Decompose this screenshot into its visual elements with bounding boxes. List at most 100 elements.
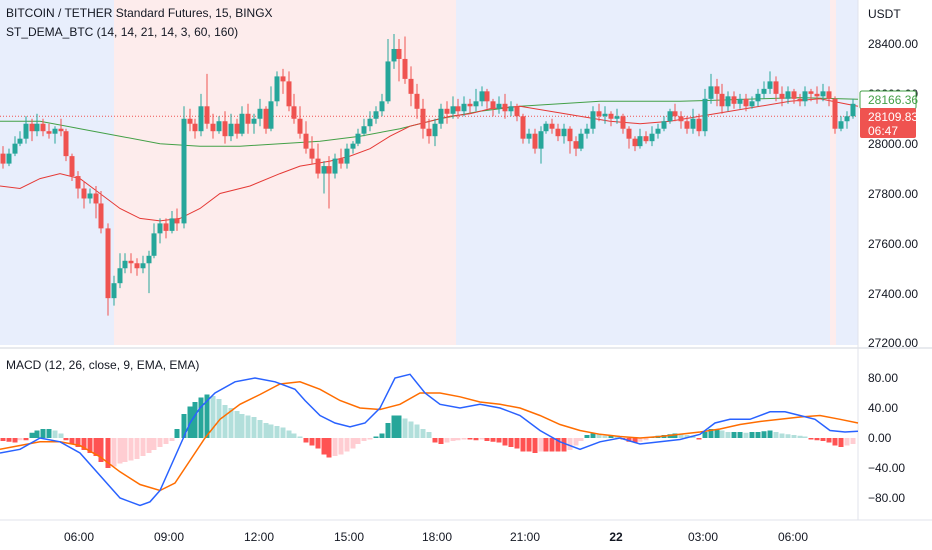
macd-histogram-bar <box>46 429 52 438</box>
macd-histogram-bar <box>702 432 708 438</box>
candle <box>17 138 23 144</box>
macd-histogram-bar <box>151 438 157 450</box>
macd-histogram-bar <box>578 438 584 441</box>
macd-histogram-bar <box>450 438 456 441</box>
candle <box>332 158 338 174</box>
candle <box>502 103 508 112</box>
candle <box>169 218 175 231</box>
candle <box>309 148 315 159</box>
candle <box>719 93 725 107</box>
candle <box>820 91 826 97</box>
macd-histogram-bar <box>52 430 58 438</box>
candle <box>420 108 426 129</box>
macd-tick-label: −40.00 <box>868 461 905 475</box>
macd-histogram-bar <box>832 438 838 446</box>
candle <box>584 128 590 134</box>
candle <box>251 118 257 124</box>
macd-histogram-bar <box>755 432 761 438</box>
macd-histogram-bar <box>761 431 767 438</box>
macd-histogram-bar <box>122 438 128 462</box>
candle <box>344 148 350 164</box>
macd-histogram-bar <box>111 438 117 467</box>
macd-histogram-bar <box>814 438 820 441</box>
candle <box>367 118 373 127</box>
macd-histogram-bar <box>34 430 40 438</box>
macd-histogram-bar <box>779 433 785 438</box>
candle <box>204 106 210 124</box>
candle <box>187 118 193 124</box>
time-tick-label: 06:00 <box>778 530 808 544</box>
candle <box>696 118 702 132</box>
candle <box>761 88 767 94</box>
macd-histogram-bar <box>391 415 397 438</box>
trend-background <box>0 0 858 345</box>
candle <box>791 91 797 99</box>
candle <box>385 61 391 102</box>
candle <box>850 103 856 117</box>
candle <box>63 131 69 157</box>
macd-histogram-bar <box>632 438 638 443</box>
macd-histogram-bar <box>81 438 87 450</box>
candle <box>426 128 432 137</box>
candle <box>40 123 46 132</box>
macd-histogram-bar <box>608 435 614 438</box>
macd-histogram-bar <box>820 438 826 441</box>
candle <box>228 123 234 137</box>
candle <box>6 153 12 164</box>
countdown-text: 06:47 <box>868 124 898 138</box>
candle <box>297 118 303 134</box>
candle <box>737 98 743 104</box>
candle <box>496 103 502 109</box>
candle <box>87 193 93 199</box>
candle <box>555 128 561 137</box>
macd-histogram-bar <box>767 430 773 438</box>
macd-histogram-bar <box>626 438 632 442</box>
macd-histogram-bar <box>338 438 344 455</box>
candle <box>690 118 696 129</box>
time-tick-label: 15:00 <box>334 530 364 544</box>
candles <box>0 34 856 316</box>
macd-histogram-bar <box>355 438 361 444</box>
candle <box>29 123 35 132</box>
macd-histogram-bar <box>222 405 228 438</box>
macd-tick-label: 0.00 <box>868 431 892 445</box>
candle <box>263 108 269 129</box>
macd-histogram-bar <box>749 432 755 438</box>
macd-histogram-bar <box>490 438 496 442</box>
macd-histogram-bar <box>174 429 180 438</box>
candle <box>291 106 297 119</box>
time-tick-label: 18:00 <box>422 530 452 544</box>
macd-histogram-bar <box>204 394 210 438</box>
candle <box>239 113 245 134</box>
macd-histogram-bar <box>157 438 163 447</box>
bear-region <box>830 0 836 345</box>
macd-histogram-bar <box>714 429 720 438</box>
macd-histogram-bar <box>672 433 678 438</box>
candle <box>134 263 140 269</box>
macd-histogram-bar <box>502 438 508 446</box>
candle <box>484 91 490 102</box>
macd-histogram-bar <box>379 433 385 438</box>
axes: USDT28400.0028200.0028000.0027800.002760… <box>64 7 918 544</box>
candle <box>210 123 216 132</box>
currency-label: USDT <box>868 7 901 21</box>
candle <box>655 128 661 134</box>
candle <box>58 128 64 132</box>
candle <box>111 283 117 299</box>
macd-histogram-bar <box>467 438 473 440</box>
chart-title[interactable]: BITCOIN / TETHER Standard Futures, 15, B… <box>6 6 273 20</box>
macd-histogram-bar <box>321 438 327 455</box>
macd-label[interactable]: MACD (12, 26, close, 9, EMA, EMA) <box>6 358 200 372</box>
indicator-label[interactable]: ST_DEMA_BTC (14, 14, 21, 14, 3, 60, 160) <box>6 25 239 39</box>
candle <box>438 108 444 124</box>
candle <box>315 158 321 174</box>
macd-histogram-bar <box>6 438 12 442</box>
macd-histogram-bar <box>743 432 749 438</box>
candle <box>321 166 327 174</box>
macd-tick-label: 80.00 <box>868 371 898 385</box>
candle <box>596 111 602 117</box>
macd-histogram-bar <box>297 436 303 438</box>
candle <box>146 255 152 264</box>
macd-histogram-bar <box>228 408 234 438</box>
candle <box>538 131 544 149</box>
